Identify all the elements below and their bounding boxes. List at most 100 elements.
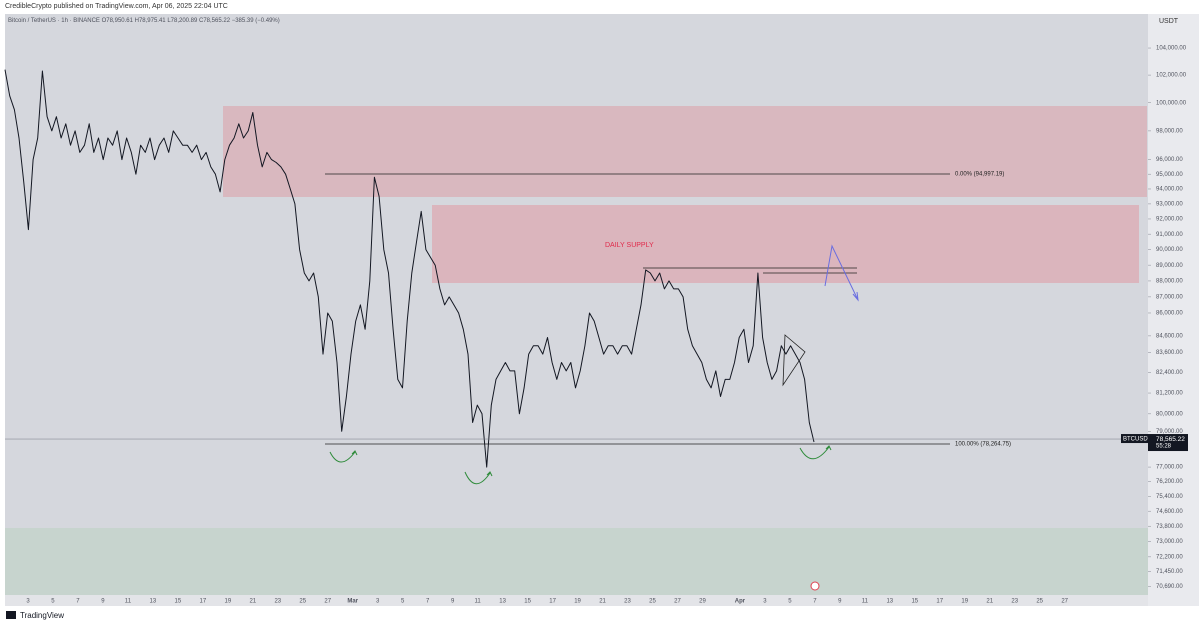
supply-zone — [223, 106, 1147, 197]
x-tick-label: 9 — [101, 599, 105, 605]
countdown: 55:28 — [1156, 444, 1172, 450]
publisher: CredibleCrypto published on TradingView.… — [5, 3, 228, 10]
x-tick-label: 5 — [788, 599, 792, 605]
y-tick-label: 77,000.00 — [1156, 465, 1183, 471]
x-tick-label: 5 — [51, 599, 55, 605]
x-tick-label: 5 — [401, 599, 405, 605]
x-tick-label: Apr — [735, 599, 746, 605]
x-tick-label: 19 — [224, 599, 231, 605]
y-tick-label: 83,600.00 — [1156, 350, 1183, 356]
demand-zone — [5, 528, 1148, 595]
y-tick-label: 100,000.00 — [1156, 100, 1187, 106]
symbol-tag — [1121, 434, 1148, 444]
x-tick-label: 9 — [451, 599, 455, 605]
y-tick-label: 81,200.00 — [1156, 391, 1183, 397]
ohlc: O78,950.61 H78,975.41 L78,200.89 C78,565… — [102, 18, 280, 24]
x-tick-label: 21 — [986, 599, 993, 605]
y-tick-label: 70,690.00 — [1156, 584, 1183, 590]
x-tick-label: Mar — [347, 599, 358, 605]
y-tick-label: 86,000.00 — [1156, 311, 1183, 317]
y-tick-label: 87,000.00 — [1156, 294, 1183, 300]
x-tick-label: 15 — [911, 599, 918, 605]
y-tick-label: 93,000.00 — [1156, 201, 1183, 207]
x-tick-label: 3 — [26, 599, 30, 605]
y-tick-label: 73,000.00 — [1156, 539, 1183, 545]
symbol-name: Bitcoin / TetherUS · 1h · BINANCE — [8, 18, 100, 24]
x-tick-label: 3 — [376, 599, 380, 605]
y-tick-label: 88,000.00 — [1156, 279, 1183, 285]
y-tick-label: 89,000.00 — [1156, 263, 1183, 269]
y-tick-label: 71,450.00 — [1156, 569, 1183, 575]
bounce-arrow — [464, 471, 493, 485]
price-tag — [1148, 434, 1188, 452]
daily-supply-zone — [432, 205, 1139, 283]
x-tick-label: 15 — [524, 599, 531, 605]
x-tick-label: 25 — [649, 599, 656, 605]
x-tick-label: 23 — [624, 599, 631, 605]
price-tag-label: 78,565.22 — [1156, 436, 1185, 443]
x-tick-label: 17 — [549, 599, 556, 605]
brand-logo — [6, 611, 16, 619]
y-tick-label: 76,200.00 — [1156, 479, 1183, 485]
symbol-title: Bitcoin / TetherUS · 1h · BINANCE O78,95… — [8, 18, 280, 24]
y-tick-label: 94,000.00 — [1156, 187, 1183, 193]
x-tick-label: 23 — [274, 599, 281, 605]
x-tick-label: 13 — [886, 599, 893, 605]
y-tick-label: 92,000.00 — [1156, 217, 1183, 223]
y-tick-label: 95,000.00 — [1156, 172, 1183, 178]
x-tick-label: 13 — [499, 599, 506, 605]
plot-background — [5, 14, 1148, 595]
y-tick-label: 91,000.00 — [1156, 232, 1183, 238]
event-icon[interactable] — [810, 581, 820, 591]
fib-label: 0.00% (94,997.19) — [955, 172, 1004, 178]
bounce-arrow — [329, 450, 358, 463]
x-tick-label: 17 — [200, 599, 207, 605]
y-tick-label: 80,000.00 — [1156, 411, 1183, 417]
x-tick-label: 25 — [1036, 599, 1043, 605]
x-tick-label: 29 — [699, 599, 706, 605]
fib-label: 100.00% (78,264.75) — [955, 442, 1011, 448]
bounce-arrow — [799, 445, 832, 460]
x-tick-label: 11 — [862, 599, 869, 605]
y-tick-label: 102,000.00 — [1156, 73, 1187, 79]
y-tick-label: 72,200.00 — [1156, 554, 1183, 560]
price-axis-background — [1148, 14, 1199, 606]
x-tick-label: 15 — [175, 599, 182, 605]
y-tick-label: 84,600.00 — [1156, 333, 1183, 339]
symbol-tag-label: BTCUSDT — [1123, 437, 1152, 443]
x-tick-label: 25 — [299, 599, 306, 605]
triangle-pattern — [782, 334, 806, 387]
x-tick-label: 3 — [763, 599, 767, 605]
x-tick-label: 13 — [150, 599, 157, 605]
y-tick-label: 96,000.00 — [1156, 157, 1183, 163]
x-tick-label: 7 — [426, 599, 430, 605]
x-tick-label: 11 — [475, 599, 482, 605]
x-tick-label: 23 — [1011, 599, 1018, 605]
y-tick-label: 90,000.00 — [1156, 247, 1183, 253]
x-tick-label: 9 — [838, 599, 842, 605]
y-tick-label: 82,400.00 — [1156, 370, 1183, 376]
x-tick-label: 21 — [249, 599, 256, 605]
x-tick-label: 7 — [76, 599, 80, 605]
footer-brand: TradingView — [20, 611, 64, 620]
currency: USDT — [1159, 18, 1179, 25]
x-tick-label: 11 — [125, 599, 132, 605]
y-tick-label: 104,000.00 — [1156, 46, 1187, 52]
x-tick-label: 19 — [961, 599, 968, 605]
price-line — [4, 69, 815, 468]
y-tick-label: 74,600.00 — [1156, 509, 1183, 515]
x-tick-label: 27 — [674, 599, 681, 605]
projection-arrow — [824, 244, 859, 302]
x-tick-label: 17 — [936, 599, 943, 605]
x-tick-label: 27 — [1061, 599, 1068, 605]
y-tick-label: 73,800.00 — [1156, 524, 1183, 530]
y-tick-label: 98,000.00 — [1156, 128, 1183, 134]
y-tick-label: 75,400.00 — [1156, 494, 1183, 500]
x-tick-label: 7 — [813, 599, 817, 605]
time-axis-background — [5, 595, 1148, 606]
x-tick-label: 27 — [324, 599, 331, 605]
x-tick-label: 21 — [599, 599, 606, 605]
zone-label: DAILY SUPPLY — [605, 242, 654, 249]
y-tick-label: 79,000.00 — [1156, 429, 1183, 435]
